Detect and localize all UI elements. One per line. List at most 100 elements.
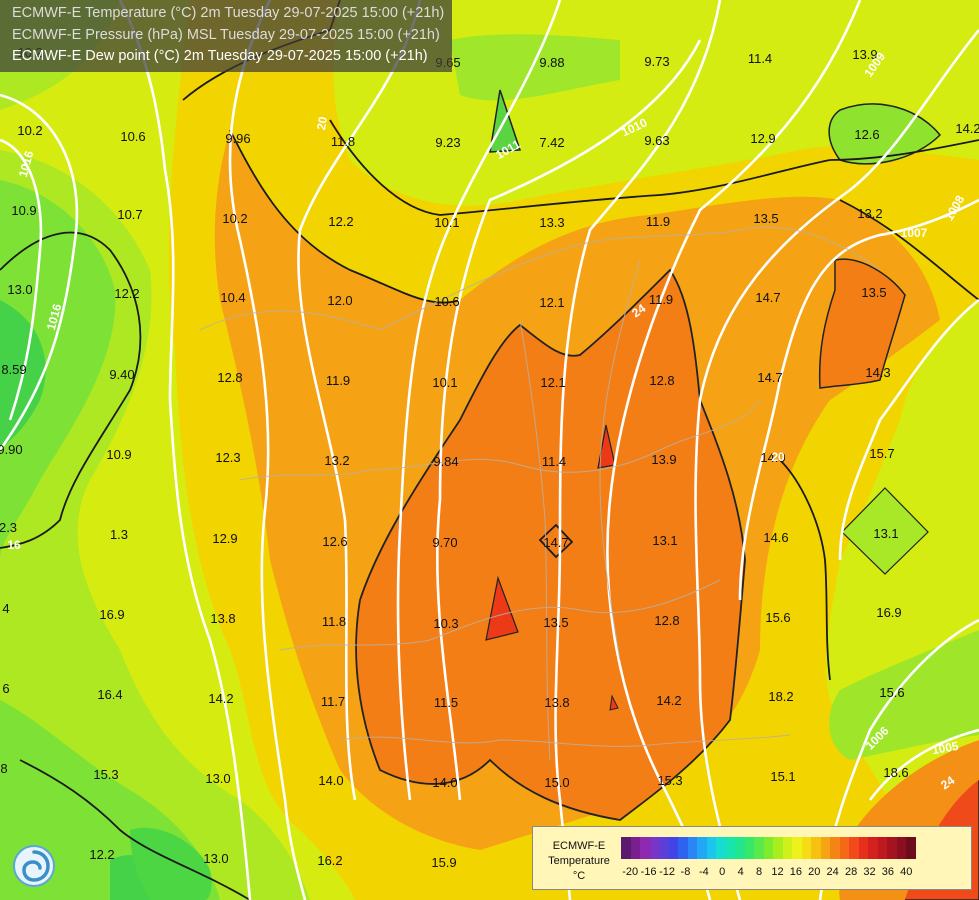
dewpoint-label: 10.3 xyxy=(433,616,458,631)
dewpoint-label: 13.5 xyxy=(861,285,886,300)
legend-color-swatch xyxy=(630,837,640,859)
dewpoint-label: 10.2 xyxy=(17,123,42,138)
dewpoint-label: 14.0 xyxy=(432,775,457,790)
dewpoint-label: 16.9 xyxy=(99,607,124,622)
legend-title-line: ECMWF-E xyxy=(552,840,606,852)
layer-title-temperature[interactable]: ECMWF-E Temperature (°C) 2m Tuesday 29-0… xyxy=(12,5,445,21)
dewpoint-label: 11.4 xyxy=(542,454,566,469)
legend-color-swatch xyxy=(830,837,840,859)
dewpoint-label: 10.1 xyxy=(434,215,459,230)
legend-color-swatch xyxy=(754,837,764,859)
legend-tick-label: -20 xyxy=(622,866,639,878)
dewpoint-label: 12.1 xyxy=(539,295,564,310)
dewpoint-label: 12.2 xyxy=(114,286,139,301)
dewpoint-label: 11.4 xyxy=(748,51,772,66)
legend-color-swatch xyxy=(697,837,707,859)
legend-color-bar xyxy=(621,837,916,859)
dewpoint-label: 13.0 xyxy=(7,282,32,297)
field-orange-deep xyxy=(355,268,746,821)
dewpoint-label: 15.6 xyxy=(765,610,790,625)
dewpoint-label: 13.2 xyxy=(857,206,882,221)
legend-tick-label: 12 xyxy=(771,866,784,878)
legend-color-swatch xyxy=(792,837,802,859)
legend-color-swatch xyxy=(706,837,716,859)
dewpoint-label: 13.9 xyxy=(852,47,877,62)
dewpoint-label: 13.1 xyxy=(873,526,898,541)
dewpoint-label: 14.7 xyxy=(755,290,780,305)
dewpoint-label: 15.0 xyxy=(544,775,569,790)
dewpoint-label: 12.2 xyxy=(89,847,114,862)
legend-title: ECMWF-E Temperature °C xyxy=(537,839,621,884)
layer-title-pressure[interactable]: ECMWF-E Pressure (hPa) MSL Tuesday 29-07… xyxy=(12,26,440,43)
dewpoint-label: 13.3 xyxy=(539,215,564,230)
field-north-green xyxy=(450,34,620,101)
dewpoint-label: 14.7 xyxy=(543,535,568,550)
legend-tick-label: 32 xyxy=(863,866,876,878)
isobar-label: 20 xyxy=(771,450,785,464)
dewpoint-label: 14.3 xyxy=(865,365,890,380)
dewpoint-label: 11.9 xyxy=(649,292,673,307)
dewpoint-label: 15.9 xyxy=(431,855,456,870)
dewpoint-label: 9.96 xyxy=(225,131,250,146)
dewpoint-label: 6 xyxy=(2,681,9,696)
dewpoint-label: 9.70 xyxy=(432,535,457,550)
dewpoint-label: 9.90 xyxy=(0,442,23,457)
dewpoint-label: 10.6 xyxy=(434,294,459,309)
dewpoint-label: 14.6 xyxy=(763,530,788,545)
dewpoint-label: 14.0 xyxy=(318,773,343,788)
dewpoint-label: 10.2 xyxy=(222,211,247,226)
dewpoint-label: 9.84 xyxy=(433,454,458,469)
legend-color-swatch xyxy=(763,837,773,859)
dewpoint-label: 14.2 xyxy=(955,121,979,136)
dewpoint-label: 10.7 xyxy=(117,207,142,222)
legend-title-line: °C xyxy=(572,870,586,882)
dewpoint-label: 13.2 xyxy=(324,453,349,468)
dewpoint-label: 14.2 xyxy=(208,691,233,706)
dewpoint-label: 13.9 xyxy=(651,452,676,467)
dewpoint-label: 11.9 xyxy=(646,214,670,229)
legend-color-swatch xyxy=(621,837,631,859)
legend-color-swatch xyxy=(868,837,878,859)
layer-title-dewpoint[interactable]: ECMWF-E Dew point (°C) 2m Tuesday 29-07-… xyxy=(12,48,428,64)
dewpoint-label: 1.3 xyxy=(110,527,128,542)
legend-tick-label: 28 xyxy=(844,866,858,878)
geography-lines xyxy=(199,226,881,761)
field-west-deepgreen-2 xyxy=(130,827,212,900)
legend-color-swatch xyxy=(649,837,659,859)
isobar-label: 1007 xyxy=(901,226,928,240)
dewpoint-label: 11.8 xyxy=(331,134,355,149)
legend-color-swatch xyxy=(906,837,916,859)
dewpoint-label: 10.9 xyxy=(11,203,36,218)
dewpoint-label: 14.0 xyxy=(760,450,785,465)
dewpoint-label: 15.6 xyxy=(879,685,904,700)
logo-icon xyxy=(12,844,56,888)
dewpoint-label: 11.7 xyxy=(321,694,345,709)
layer-title-box: ECMWF-E Temperature (°C) 2m Tuesday 29-0… xyxy=(0,0,453,72)
legend-color-swatch xyxy=(773,837,783,859)
legend-color-swatch xyxy=(735,837,745,859)
dewpoint-label: 12.3 xyxy=(215,450,240,465)
isobar-label: 1005 xyxy=(931,739,960,757)
legend-color-swatch xyxy=(782,837,792,859)
dewpoint-label: 10.9 xyxy=(106,447,131,462)
dewpoint-label: 13.5 xyxy=(753,211,778,226)
dewpoint-label: 13.5 xyxy=(543,615,568,630)
legend-color-swatch xyxy=(811,837,821,859)
dewpoint-label: 2.3 xyxy=(0,520,17,535)
dewpoint-label: 12.1 xyxy=(540,375,565,390)
dewpoint-label: 15.3 xyxy=(93,767,118,782)
field-east-green-2 xyxy=(829,630,979,760)
field-ne-orange xyxy=(818,258,906,389)
temperature-legend: ECMWF-E Temperature °C -20 -16 -12 -8 -4 0 4 8 1… xyxy=(532,826,972,890)
dewpoint-label: 12.8 xyxy=(649,373,674,388)
legend-color-swatch xyxy=(849,837,859,859)
isobar-label: 1016 xyxy=(44,302,65,332)
legend-color-swatch xyxy=(877,837,887,859)
dewpoint-label: 8.59 xyxy=(1,362,26,377)
legend-color-swatch xyxy=(640,837,650,859)
legend-color-swatch xyxy=(896,837,906,859)
legend-color-swatch xyxy=(687,837,697,859)
dewpoint-label: 13.0 xyxy=(203,851,228,866)
legend-color-swatch xyxy=(668,837,678,859)
